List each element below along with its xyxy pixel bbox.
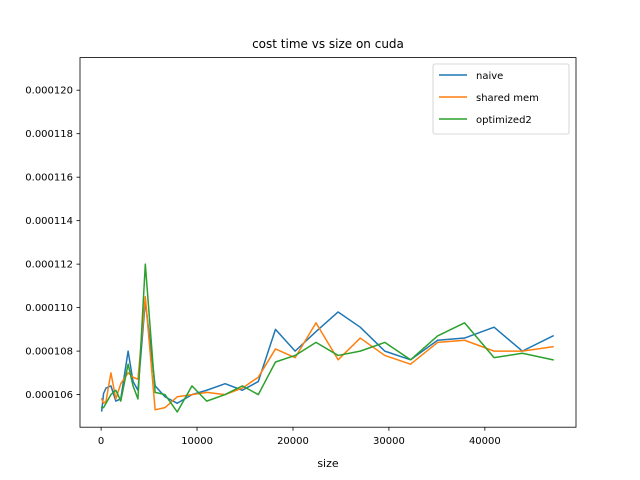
series-layer [100,263,555,413]
legend-box [432,63,570,135]
x-tick-label: 10000 [181,436,213,447]
x-axis-label: size [317,457,339,470]
series-line-optimized2 [100,263,554,413]
y-tick-label: 0.000118 [25,129,73,140]
y-tick-label: 0.000110 [25,303,73,314]
x-tick-label: 30000 [373,436,405,447]
legend-label: shared mem [476,93,539,104]
y-tick-label: 0.000112 [25,260,73,271]
series-line-shared-mem [100,296,554,411]
x-tick-label: 0 [98,436,104,447]
x-tick-label: 40000 [469,436,501,447]
x-tick-label: 20000 [277,436,309,447]
y-tick-label: 0.000106 [25,390,73,401]
plot-frame [79,57,577,428]
y-tick-label: 0.000116 [25,173,73,184]
chart-title: cost time vs size on cuda [252,37,404,51]
legend: naive shared mem optimized2 [432,63,570,135]
y-tick-label: 0.000108 [25,347,73,358]
y-tick-label: 0.000114 [25,216,73,227]
legend-label: naive [476,71,503,82]
y-tick-label: 0.000120 [25,86,73,97]
legend-label: optimized2 [476,115,532,126]
tick-layer: 0 10000 20000 30000 40000 0.000106 0.000108 0.0… [25,86,500,447]
